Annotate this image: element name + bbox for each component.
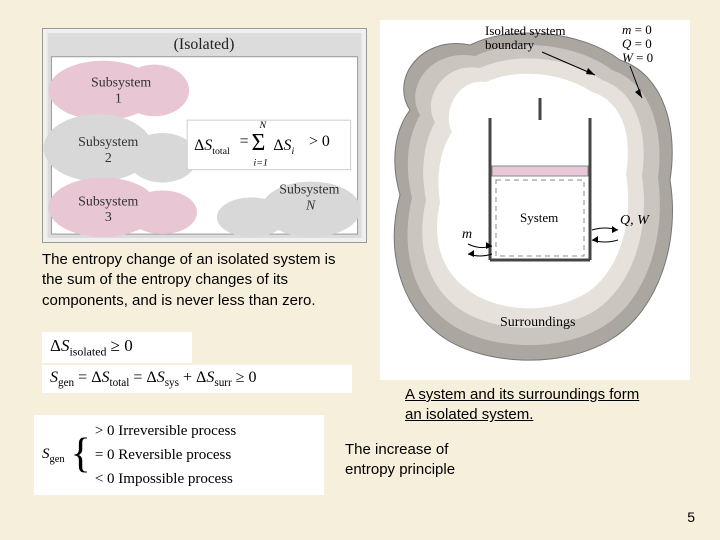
svg-text:> 0: > 0 xyxy=(309,133,330,150)
left-isolated-subsystems-figure: (Isolated) Subsystem 1 Subsystem 2 Subsy… xyxy=(42,28,367,243)
svg-text:N: N xyxy=(305,197,316,212)
svg-text:Subsystem: Subsystem xyxy=(78,134,138,149)
svg-text:=: = xyxy=(240,133,249,150)
svg-text:W = 0: W = 0 xyxy=(622,50,653,65)
m-label: m xyxy=(462,227,472,242)
svg-text:Subsystem: Subsystem xyxy=(91,74,151,89)
svg-text:i=1: i=1 xyxy=(254,158,268,169)
qw-label: Q, W xyxy=(620,213,650,228)
left-figure-caption: The entropy change of an isolated system… xyxy=(42,250,352,311)
surroundings-label: Surroundings xyxy=(500,315,575,330)
principle-caption: The increase of entropy principle xyxy=(345,440,495,481)
svg-text:m = 0: m = 0 xyxy=(622,22,652,37)
right-system-surroundings-figure: Isolated system boundary m = 0 Q = 0 W =… xyxy=(380,20,690,380)
svg-text:Subsystem: Subsystem xyxy=(78,193,138,208)
delta-s: ΔΔSS xyxy=(50,336,69,355)
equation-entropy-generation: Sgen = ΔΔSStotal = ΔSsys + ΔSsurr ≥ 0 xyxy=(42,365,352,393)
brace-icon: { xyxy=(71,419,95,491)
case-irreversible: > 0 Irreversible process xyxy=(95,419,236,443)
equation-isolated-entropy: ΔΔSSisolated ≥ 0 xyxy=(42,332,192,363)
boundary-label-line1: Isolated system xyxy=(485,23,566,38)
svg-text:Subsystem: Subsystem xyxy=(279,181,339,196)
isolated-title: (Isolated) xyxy=(174,36,235,53)
page-number: 5 xyxy=(687,509,695,525)
svg-text:Σ: Σ xyxy=(252,130,266,156)
right-figure-caption: A system and its surroundings form an is… xyxy=(405,385,655,426)
case-impossible: < 0 Impossible process xyxy=(95,467,236,491)
svg-text:Q = 0: Q = 0 xyxy=(622,36,652,51)
case-reversible: = 0 Reversible process xyxy=(95,443,236,467)
svg-text:2: 2 xyxy=(105,150,112,165)
svg-text:1: 1 xyxy=(115,90,122,105)
boundary-label-line2: boundary xyxy=(485,37,535,52)
svg-text:ΔSi: ΔSi xyxy=(273,137,294,157)
equation-sgen-cases: Sgen { > 0 Irreversible process = 0 Reve… xyxy=(34,415,324,495)
svg-text:3: 3 xyxy=(105,209,112,224)
system-label: System xyxy=(520,210,558,225)
